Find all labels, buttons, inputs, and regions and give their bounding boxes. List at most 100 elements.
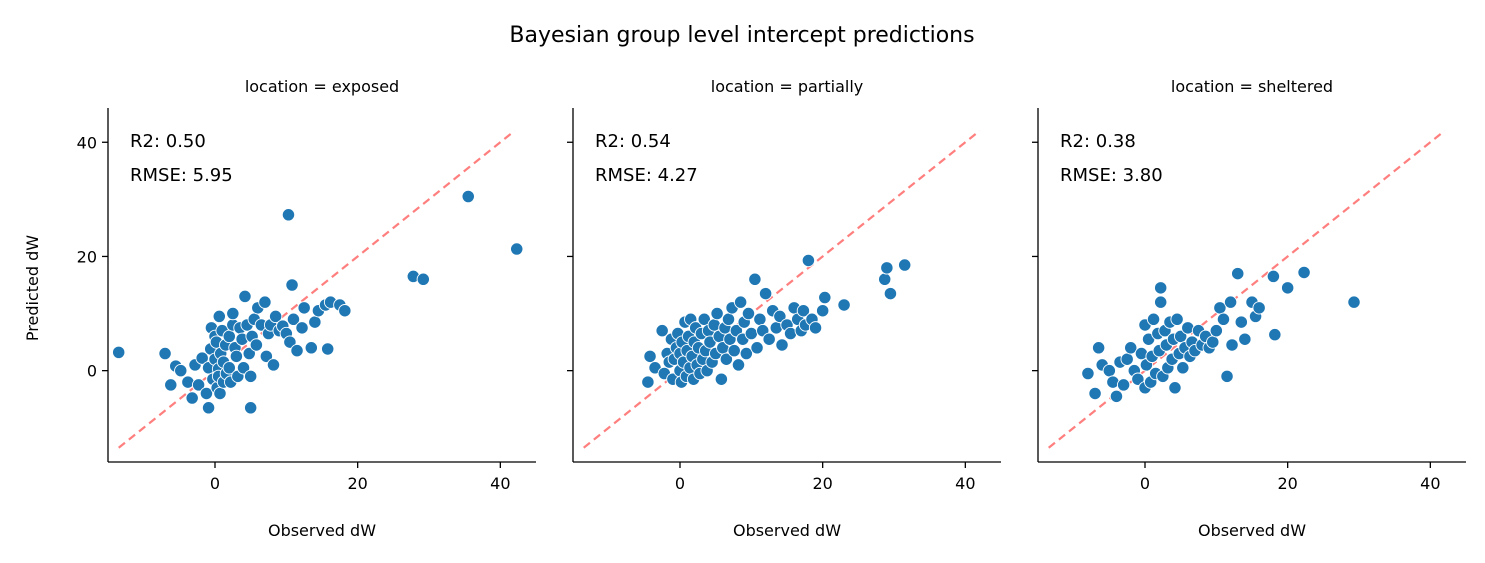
- x-tick-label: 0: [1140, 474, 1150, 493]
- data-point: [158, 346, 172, 361]
- data-point: [304, 341, 318, 355]
- data-point: [727, 344, 741, 358]
- y-tick-label: 40: [77, 133, 97, 152]
- rmse-annotation: RMSE: 5.95: [130, 165, 233, 186]
- data-point: [1170, 312, 1184, 326]
- x-tick-label: 40: [1420, 474, 1440, 493]
- data-point: [741, 306, 756, 321]
- data-point: [174, 363, 188, 378]
- data-point: [281, 208, 296, 222]
- y-tick-label: 20: [77, 247, 97, 266]
- r2-annotation: R2: 0.54: [595, 131, 671, 152]
- data-point: [1216, 312, 1231, 326]
- data-point: [758, 286, 773, 301]
- data-point: [773, 309, 787, 324]
- data-point: [837, 298, 851, 312]
- data-point: [510, 242, 524, 256]
- data-point: [191, 378, 206, 392]
- figure-title: Bayesian group level intercept predictio…: [509, 23, 974, 48]
- data-point: [1154, 295, 1168, 309]
- data-point: [1174, 329, 1188, 344]
- data-point: [1116, 378, 1131, 392]
- data-point: [1102, 363, 1116, 378]
- x-tick-label: 40: [490, 474, 510, 493]
- x-tick-label: 20: [812, 474, 832, 493]
- data-point: [1154, 281, 1168, 295]
- data-point: [796, 304, 811, 318]
- data-point: [753, 312, 767, 326]
- rmse-annotation: RMSE: 4.27: [595, 165, 698, 186]
- data-point: [739, 346, 753, 361]
- x-tick-label: 20: [347, 474, 367, 493]
- r2-annotation: R2: 0.50: [130, 131, 206, 152]
- data-point: [290, 344, 304, 358]
- data-point: [1297, 265, 1311, 280]
- panel-partially: location = partially 0 20 40 Observed dW R2: …: [567, 77, 1001, 540]
- data-point: [1120, 352, 1134, 366]
- data-point: [249, 338, 264, 352]
- data-point: [238, 289, 252, 304]
- r2-annotation: R2: 0.38: [1060, 131, 1136, 152]
- data-point: [898, 258, 912, 272]
- data-point: [878, 272, 892, 286]
- data-point: [748, 272, 762, 286]
- data-point: [816, 304, 830, 318]
- data-point: [416, 272, 430, 286]
- data-point: [1231, 266, 1245, 281]
- data-point: [308, 315, 322, 329]
- panel-sheltered: location = sheltered 0 20 40 Observed dW R2: …: [1032, 77, 1466, 540]
- data-point: [1220, 369, 1234, 384]
- rmse-annotation: RMSE: 3.80: [1060, 165, 1163, 186]
- x-tick-label: 0: [675, 474, 685, 493]
- data-point: [719, 352, 734, 366]
- data-point: [880, 261, 894, 275]
- data-point: [266, 358, 281, 372]
- data-point: [1131, 372, 1145, 386]
- panel-title: location = partially: [711, 77, 863, 96]
- data-point: [1091, 341, 1106, 355]
- data-point: [195, 351, 209, 365]
- data-point: [213, 386, 227, 401]
- data-point: [744, 326, 758, 341]
- data-point: [226, 306, 240, 321]
- data-point: [112, 345, 126, 360]
- data-point: [883, 286, 898, 301]
- data-point: [721, 312, 736, 326]
- data-point: [286, 312, 301, 326]
- data-point: [164, 378, 178, 392]
- y-axis-label: Predicted dW: [23, 235, 42, 341]
- data-point: [236, 361, 251, 375]
- panel-title: location = exposed: [245, 77, 399, 96]
- x-axis-label: Observed dW: [268, 521, 376, 540]
- data-point: [1081, 366, 1095, 381]
- data-point: [212, 309, 226, 324]
- data-point: [1252, 301, 1266, 315]
- data-point: [295, 321, 309, 335]
- data-point: [229, 349, 244, 364]
- data-point: [1146, 312, 1161, 326]
- data-point: [731, 358, 746, 372]
- y-tick-label: 0: [87, 362, 97, 381]
- data-point: [1124, 341, 1138, 355]
- data-point: [1176, 361, 1190, 375]
- data-point: [1268, 328, 1282, 342]
- data-point: [338, 304, 352, 318]
- panel-exposed: location = exposed 0 20 40 0 20 40 Observed dW R…: [77, 77, 536, 540]
- data-point: [1281, 281, 1295, 295]
- data-point: [185, 391, 199, 405]
- x-tick-label: 40: [955, 474, 975, 493]
- data-point: [461, 189, 475, 204]
- data-point: [321, 342, 335, 356]
- data-point: [697, 312, 711, 326]
- data-point: [733, 295, 748, 309]
- data-point: [285, 278, 299, 292]
- x-axis-label: Observed dW: [1198, 521, 1306, 540]
- panel-title: location = sheltered: [1171, 77, 1333, 96]
- data-point: [641, 375, 655, 389]
- data-point: [762, 332, 776, 346]
- identity-line: [583, 129, 981, 449]
- data-point: [1168, 381, 1182, 395]
- data-point: [1223, 295, 1238, 309]
- data-point: [199, 386, 214, 401]
